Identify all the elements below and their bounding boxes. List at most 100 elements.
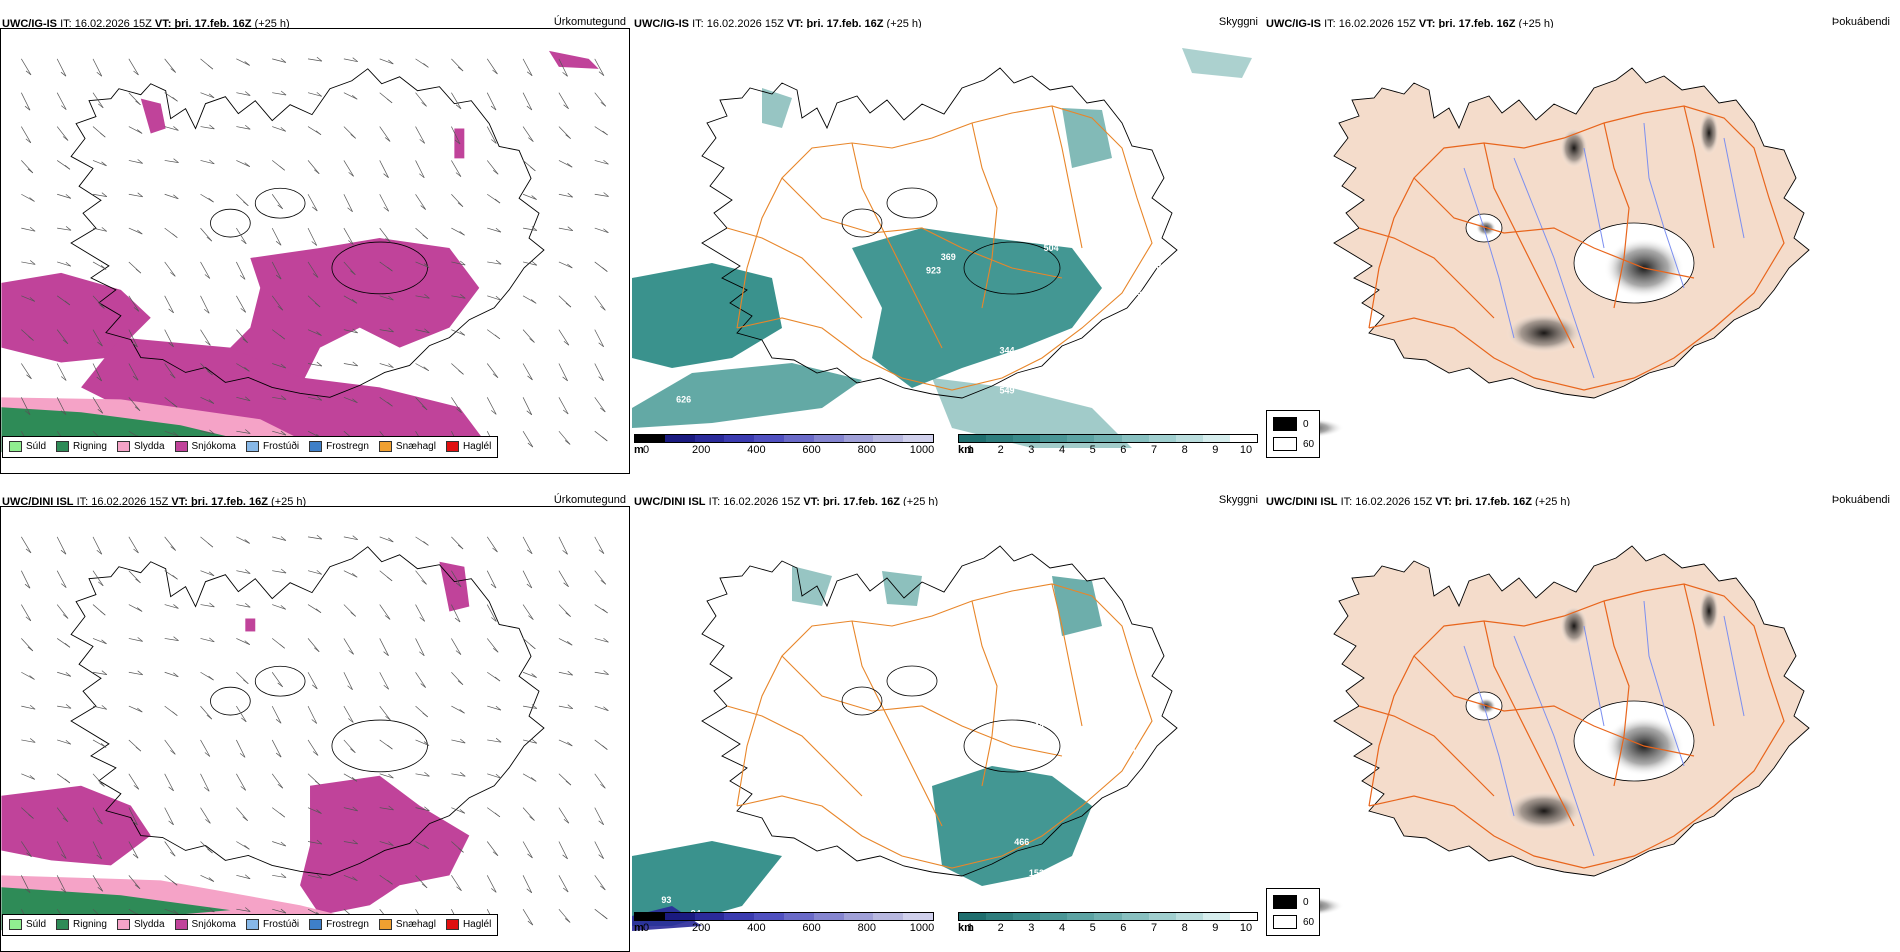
fog-legend-label: 0 bbox=[1303, 896, 1309, 908]
legend-label: Frostúði bbox=[262, 919, 300, 931]
low-visibility-area bbox=[762, 88, 792, 128]
colorbar-cell bbox=[694, 913, 725, 920]
colorbar-cell bbox=[986, 435, 1014, 442]
glacier-outline bbox=[210, 686, 251, 716]
visibility-value-label: 296 bbox=[1235, 265, 1250, 275]
colorbar-tick-label: 1000 bbox=[909, 922, 935, 934]
colorbar-cell bbox=[903, 435, 933, 442]
visibility-value-label: 233 bbox=[1147, 261, 1162, 271]
road-line bbox=[851, 142, 943, 349]
legend-label: Slydda bbox=[133, 441, 165, 453]
colorbar-strip bbox=[634, 912, 934, 921]
legend-item: Snæhagl bbox=[378, 919, 436, 931]
colorbar-tick-label: 8 bbox=[1181, 444, 1188, 456]
glacier-outline bbox=[254, 665, 306, 697]
visibility-value-label: 174 bbox=[1220, 819, 1235, 829]
road-line bbox=[1683, 105, 1715, 249]
fog-map bbox=[1264, 506, 1894, 952]
snow-area bbox=[220, 238, 480, 408]
legend-label: Slydda bbox=[133, 919, 165, 931]
iceland-outline bbox=[1333, 545, 1810, 877]
colorbar-cell bbox=[724, 435, 755, 442]
visibility-value-label: 358 bbox=[1191, 261, 1206, 271]
colorbar-tick-label: 400 bbox=[747, 922, 766, 934]
legend-item: Frostregn bbox=[309, 441, 369, 453]
colorbar-cell bbox=[694, 435, 725, 442]
glacier-outline bbox=[254, 187, 306, 219]
legend-swatch bbox=[378, 919, 392, 931]
colorbar-tick-label: 600 bbox=[802, 444, 821, 456]
visibility-value-label: 445 bbox=[1244, 118, 1259, 128]
fog-legend-label: 0 bbox=[1303, 418, 1309, 430]
legend-label: Snjókoma bbox=[191, 919, 236, 931]
legend-swatch bbox=[445, 919, 459, 931]
colorbar-cell bbox=[754, 913, 784, 920]
colorbar-cell bbox=[664, 435, 695, 442]
river-line bbox=[1583, 625, 1605, 727]
fog-legend-item: 60 bbox=[1273, 437, 1314, 451]
colorbar-cell bbox=[635, 913, 665, 920]
colorbar-cell bbox=[813, 435, 844, 442]
legend-swatch bbox=[245, 919, 259, 931]
colorbar-tick-label: 10 bbox=[1239, 444, 1253, 456]
colorbar-cell bbox=[664, 913, 695, 920]
legend-label: Snjókoma bbox=[191, 441, 236, 453]
colorbar-tick-label: 800 bbox=[857, 922, 876, 934]
river-line bbox=[1723, 137, 1745, 239]
visibility-value-label: 266 bbox=[1132, 288, 1147, 298]
visibility-value-label: 93 bbox=[661, 895, 671, 905]
road-line bbox=[1368, 105, 1785, 391]
snow-area bbox=[1, 785, 151, 866]
road-line bbox=[1603, 600, 1630, 787]
road-line bbox=[1683, 583, 1715, 727]
visibility-value-label: 626 bbox=[676, 395, 691, 405]
low-visibility-area bbox=[882, 571, 922, 606]
legend-item: Haglél bbox=[445, 919, 491, 931]
visibility-value-label: 240 bbox=[1220, 752, 1235, 762]
fog-legend-label: 60 bbox=[1303, 438, 1315, 450]
precip-legend: Súld Rigning Slydda Snjókoma Frostúði Frostre… bbox=[2, 436, 499, 458]
low-visibility-area bbox=[1052, 576, 1102, 636]
colorbar-cell bbox=[1148, 435, 1176, 442]
low-visibility-area bbox=[632, 841, 782, 926]
colorbar-tick-label: 1 bbox=[966, 922, 974, 934]
glacier-outline bbox=[210, 208, 251, 238]
legend-swatch bbox=[9, 441, 22, 453]
legend-swatch bbox=[245, 441, 259, 453]
colorbar-cell bbox=[959, 913, 987, 920]
river-line bbox=[1463, 167, 1515, 339]
visibility-colorbar: km 1 2 3 4 5 6 7 8 9 10 bbox=[958, 912, 1258, 934]
panel-precip-row2: UWC/DINI ISL IT: 16.02.2026 15Z VT: þri.… bbox=[0, 492, 630, 952]
ceiling-colorbar: m 0 200 400 600 800 1000 bbox=[634, 434, 934, 456]
iceland-outline bbox=[1333, 67, 1810, 399]
road-line bbox=[1413, 177, 1695, 279]
colorbar-cell bbox=[813, 913, 844, 920]
visibility-value-label: 687 bbox=[1117, 265, 1132, 275]
legend-swatch bbox=[116, 441, 130, 453]
low-visibility-area bbox=[632, 363, 862, 428]
colorbar-tick-label: 3 bbox=[1028, 922, 1035, 934]
panel-title: UWC/DINI ISL IT: 16.02.2026 15Z VT: þri.… bbox=[634, 496, 939, 508]
colorbar-cell bbox=[986, 913, 1014, 920]
colorbar-tick-label: 800 bbox=[857, 444, 876, 456]
fog-legend-item: 60 bbox=[1273, 915, 1314, 929]
colorbar-cell bbox=[1202, 913, 1230, 920]
legend-label: Frostregn bbox=[326, 441, 369, 453]
visibility-colorbar: km 1 2 3 4 5 6 7 8 9 10 bbox=[958, 434, 1258, 456]
iceland-outline bbox=[70, 68, 545, 398]
low-visibility-area bbox=[852, 228, 1102, 388]
road-line bbox=[1358, 705, 1495, 797]
river-line bbox=[1643, 600, 1685, 767]
colorbar-cell bbox=[843, 435, 874, 442]
colorbar-cell bbox=[1121, 913, 1149, 920]
colorbar-cell bbox=[783, 913, 814, 920]
legend-item: Slydda bbox=[116, 441, 165, 453]
glacier-outline bbox=[886, 665, 938, 697]
colorbar-tick-label: 6 bbox=[1120, 444, 1127, 456]
legend-label: Haglél bbox=[462, 441, 492, 453]
glacier-outline bbox=[331, 241, 428, 295]
colorbar-tick-label: 2 bbox=[997, 922, 1004, 934]
road-line bbox=[1368, 583, 1785, 869]
legend-label: Súld bbox=[26, 441, 47, 453]
colorbar-cell bbox=[873, 435, 904, 442]
